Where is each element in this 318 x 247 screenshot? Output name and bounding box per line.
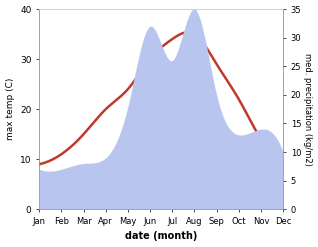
Y-axis label: max temp (C): max temp (C) <box>5 78 15 140</box>
Y-axis label: med. precipitation (kg/m2): med. precipitation (kg/m2) <box>303 53 313 165</box>
X-axis label: date (month): date (month) <box>125 231 197 242</box>
